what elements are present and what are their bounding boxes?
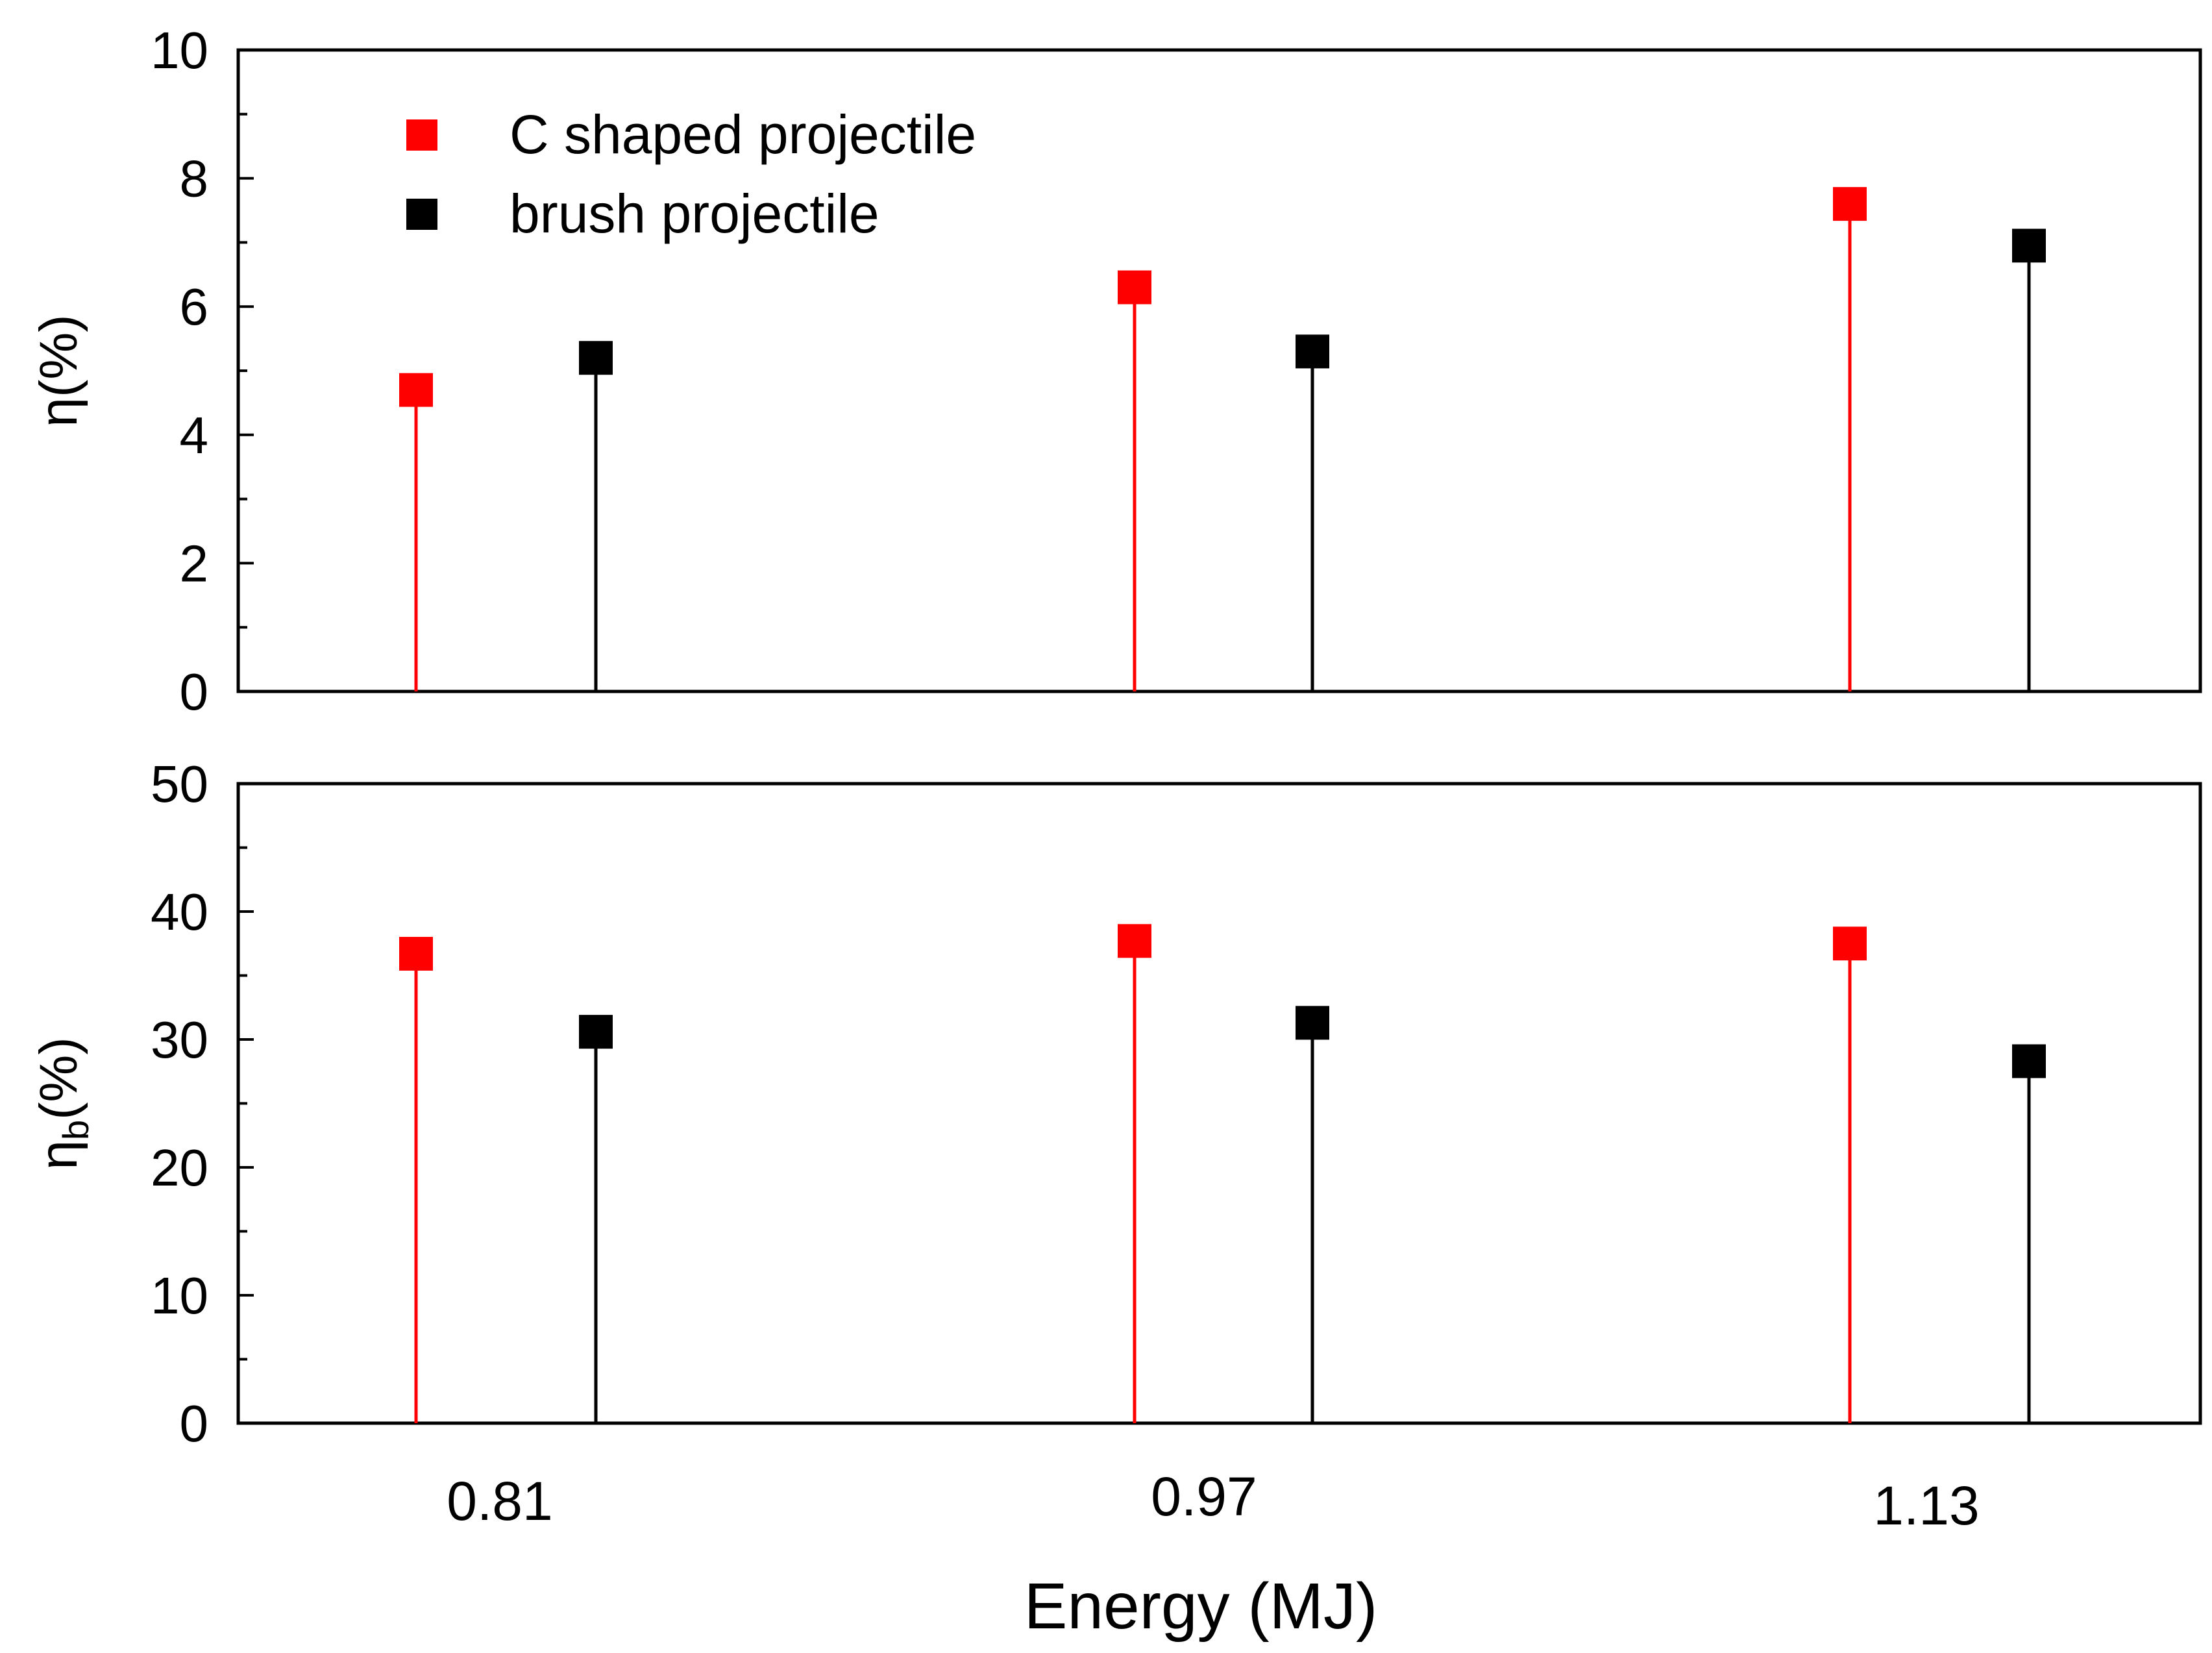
- legend-marker-brush: [406, 199, 437, 230]
- y-axis-subscript: b: [55, 1120, 96, 1140]
- y-axis-unit: (%): [29, 314, 88, 397]
- marker-brush: [579, 1015, 613, 1049]
- y-axis-title: ηb(%): [29, 1037, 96, 1169]
- marker-c-shaped: [399, 373, 433, 407]
- marker-brush: [1296, 334, 1329, 369]
- y-axis-symbol: η: [29, 397, 88, 427]
- y-axis-unit: (%): [29, 1037, 88, 1120]
- marker-brush: [1296, 1006, 1329, 1040]
- y-axis-title: η(%): [29, 314, 88, 427]
- lower-panel-eta-b: 0 10 20 30 40 50 ηb(%) 0.81 0.97 1.13 Energy (MJ): [29, 755, 2202, 1643]
- y-tick-label: 40: [151, 883, 208, 941]
- y-tick-label: 20: [151, 1139, 208, 1197]
- marker-brush: [2012, 1044, 2046, 1078]
- y-tick-label: 6: [180, 278, 209, 336]
- legend-label-c-shaped: C shaped projectile: [510, 104, 976, 165]
- y-tick-label: 10: [151, 21, 208, 79]
- legend-label-brush: brush projectile: [510, 183, 879, 244]
- y-tick-label: 10: [151, 1267, 208, 1324]
- y-tick-label: 0: [180, 663, 209, 721]
- x-tick-label: 0.81: [447, 1471, 553, 1532]
- x-tick-label: 0.97: [1151, 1466, 1257, 1527]
- y-axis-symbol: η: [29, 1140, 88, 1170]
- marker-brush: [579, 341, 613, 375]
- y-tick-label: 8: [180, 150, 209, 208]
- marker-c-shaped: [1833, 187, 1867, 221]
- marker-c-shaped: [399, 937, 433, 971]
- y-tick-label: 30: [151, 1011, 208, 1069]
- y-tick-label: 50: [151, 755, 208, 813]
- y-tick-label: 4: [180, 406, 209, 464]
- marker-c-shaped: [1118, 924, 1151, 958]
- marker-brush: [2012, 229, 2046, 263]
- plot-frame: [236, 782, 2202, 1425]
- y-tick-label: 0: [180, 1395, 209, 1452]
- legend-marker-c-shaped: [406, 119, 437, 151]
- marker-c-shaped: [1118, 270, 1151, 304]
- upper-panel-eta: 0 2 4 6 8 10 η(%) C shaped projectile brush proj…: [29, 21, 2202, 721]
- marker-c-shaped: [1833, 926, 1867, 961]
- x-axis-title: Energy (MJ): [1024, 1570, 1378, 1643]
- x-tick-label: 1.13: [1873, 1475, 1980, 1536]
- y-tick-label: 2: [180, 534, 209, 592]
